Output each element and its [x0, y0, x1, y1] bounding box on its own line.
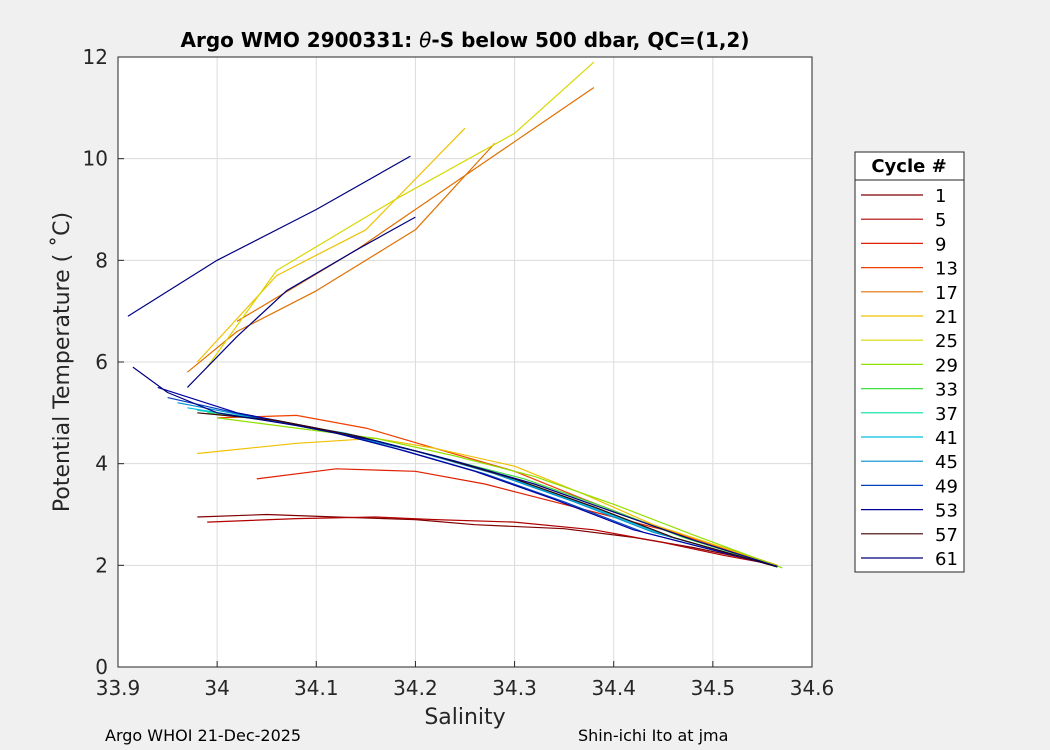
legend-box — [854, 151, 965, 573]
x-tick-label: 34.5 — [691, 676, 736, 700]
legend-label: 41 — [935, 428, 958, 449]
chart-title: Argo WMO 2900331: θ-S below 500 dbar, QC… — [181, 28, 750, 52]
legend-items: 1 5 9 13 17 21 25 29 33 37 41 45 49 53 57 61 — [861, 186, 958, 570]
footer-source: Argo WHOI 21-Dec-2025 — [105, 726, 302, 745]
title-prefix: Argo WMO 2900331: — [181, 28, 420, 52]
series-line-cycle-17b — [187, 142, 496, 373]
legend-label: 53 — [935, 501, 958, 522]
series-line-cycle-61 — [127, 155, 411, 317]
x-tick-label: 34.4 — [591, 676, 636, 700]
x-axis-label: Salinity — [424, 705, 505, 730]
title-theta: θ — [419, 28, 431, 52]
x-tick-label: 34.2 — [393, 676, 438, 700]
legend-label: 21 — [935, 307, 958, 328]
legend-label: 57 — [935, 525, 958, 546]
legend-label: 13 — [935, 259, 958, 280]
series-line-cycle-53 — [157, 386, 778, 567]
legend-label: 33 — [935, 380, 958, 401]
axis-ticks: 33.9 34 34.1 34.2 34.3 34.4 34.5 34.6 0 2 4 6 8 10 12 — [83, 45, 835, 700]
y-tick-label: 10 — [83, 147, 108, 171]
y-tick-label: 6 — [95, 350, 108, 374]
x-tick-label: 34.6 — [790, 676, 835, 700]
legend-label: 9 — [935, 234, 946, 255]
y-tick-label: 12 — [83, 45, 108, 69]
series-line-cycle-25 — [206, 61, 595, 368]
x-tick-label: 34.3 — [492, 676, 537, 700]
legend-label: 17 — [935, 283, 958, 304]
legend-label: 45 — [935, 452, 958, 473]
legend-label: 37 — [935, 404, 958, 425]
series-line-cycle-61b — [132, 366, 778, 567]
series-line-cycle-61c — [186, 216, 416, 388]
legend-label: 1 — [935, 186, 946, 207]
series-group — [127, 61, 783, 569]
legend-label: 5 — [935, 210, 946, 231]
y-tick-label: 4 — [95, 452, 108, 476]
title-suffix: -S below 500 dbar, QC=(1,2) — [431, 28, 749, 52]
legend-label: 61 — [935, 549, 958, 570]
y-tick-label: 8 — [95, 248, 108, 272]
legend: Cycle # 1 5 9 13 17 21 25 29 33 37 41 45 49 53 57 61 — [854, 151, 965, 573]
series-line-cycle-29 — [217, 417, 783, 569]
legend-label: 25 — [935, 331, 958, 352]
footer-credit: Shin-ichi Ito at jma — [578, 726, 729, 745]
x-tick-label: 34.1 — [294, 676, 339, 700]
series-line-cycle-21 — [197, 437, 778, 566]
y-axis-label: Potential Temperature ( ˚C) — [50, 212, 75, 512]
x-tick-label: 34 — [204, 676, 229, 700]
series-line-cycle-21b — [196, 127, 466, 363]
y-tick-label: 2 — [95, 553, 108, 577]
series-line-cycle-1 — [197, 513, 778, 566]
legend-label: 29 — [935, 355, 958, 376]
y-tick-label: 0 — [95, 655, 108, 679]
legend-label: 49 — [935, 476, 958, 497]
legend-title: Cycle # — [871, 156, 946, 177]
x-tick-label: 33.9 — [96, 676, 141, 700]
series-line-cycle-5 — [207, 516, 778, 566]
series-line-cycle-17 — [236, 87, 595, 322]
